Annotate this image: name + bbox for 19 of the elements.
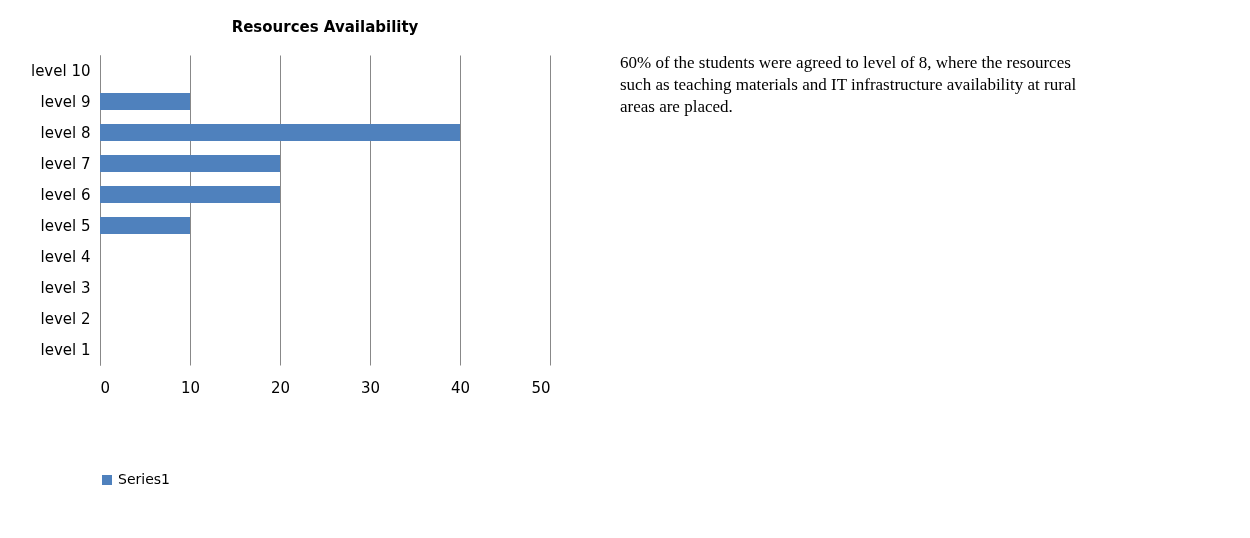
- y-tick-label: level 7: [40, 154, 91, 173]
- x-tick-label: 10: [180, 378, 201, 397]
- y-tick-label: level 4: [40, 247, 91, 266]
- chart-title: Resources Availability: [231, 18, 419, 36]
- y-tick-label: level 1: [40, 340, 91, 359]
- x-tick-label: 20: [270, 378, 291, 397]
- text: 60% of the students were agreed to level of 8, where the resources such as teaching materials and IT infrastructure availability at rural areas are placed.: [620, 53, 1077, 116]
- x-tick-label: 50: [531, 378, 551, 397]
- x-tick-label: 40: [450, 378, 471, 397]
- y-tick-label: level 6: [40, 185, 91, 204]
- y-tick-label: level 3: [40, 278, 91, 297]
- y-tick-label: level 10: [30, 61, 91, 80]
- y-tick-label: level 8: [40, 123, 91, 142]
- y-tick-label: level 9: [40, 92, 91, 111]
- x-tick-label: 30: [360, 378, 381, 397]
- x-tick-label: 0: [100, 378, 111, 397]
- legend-label: Series1: [118, 471, 170, 487]
- y-tick-label: level 5: [40, 216, 91, 235]
- y-tick-label: level 2: [40, 309, 91, 328]
